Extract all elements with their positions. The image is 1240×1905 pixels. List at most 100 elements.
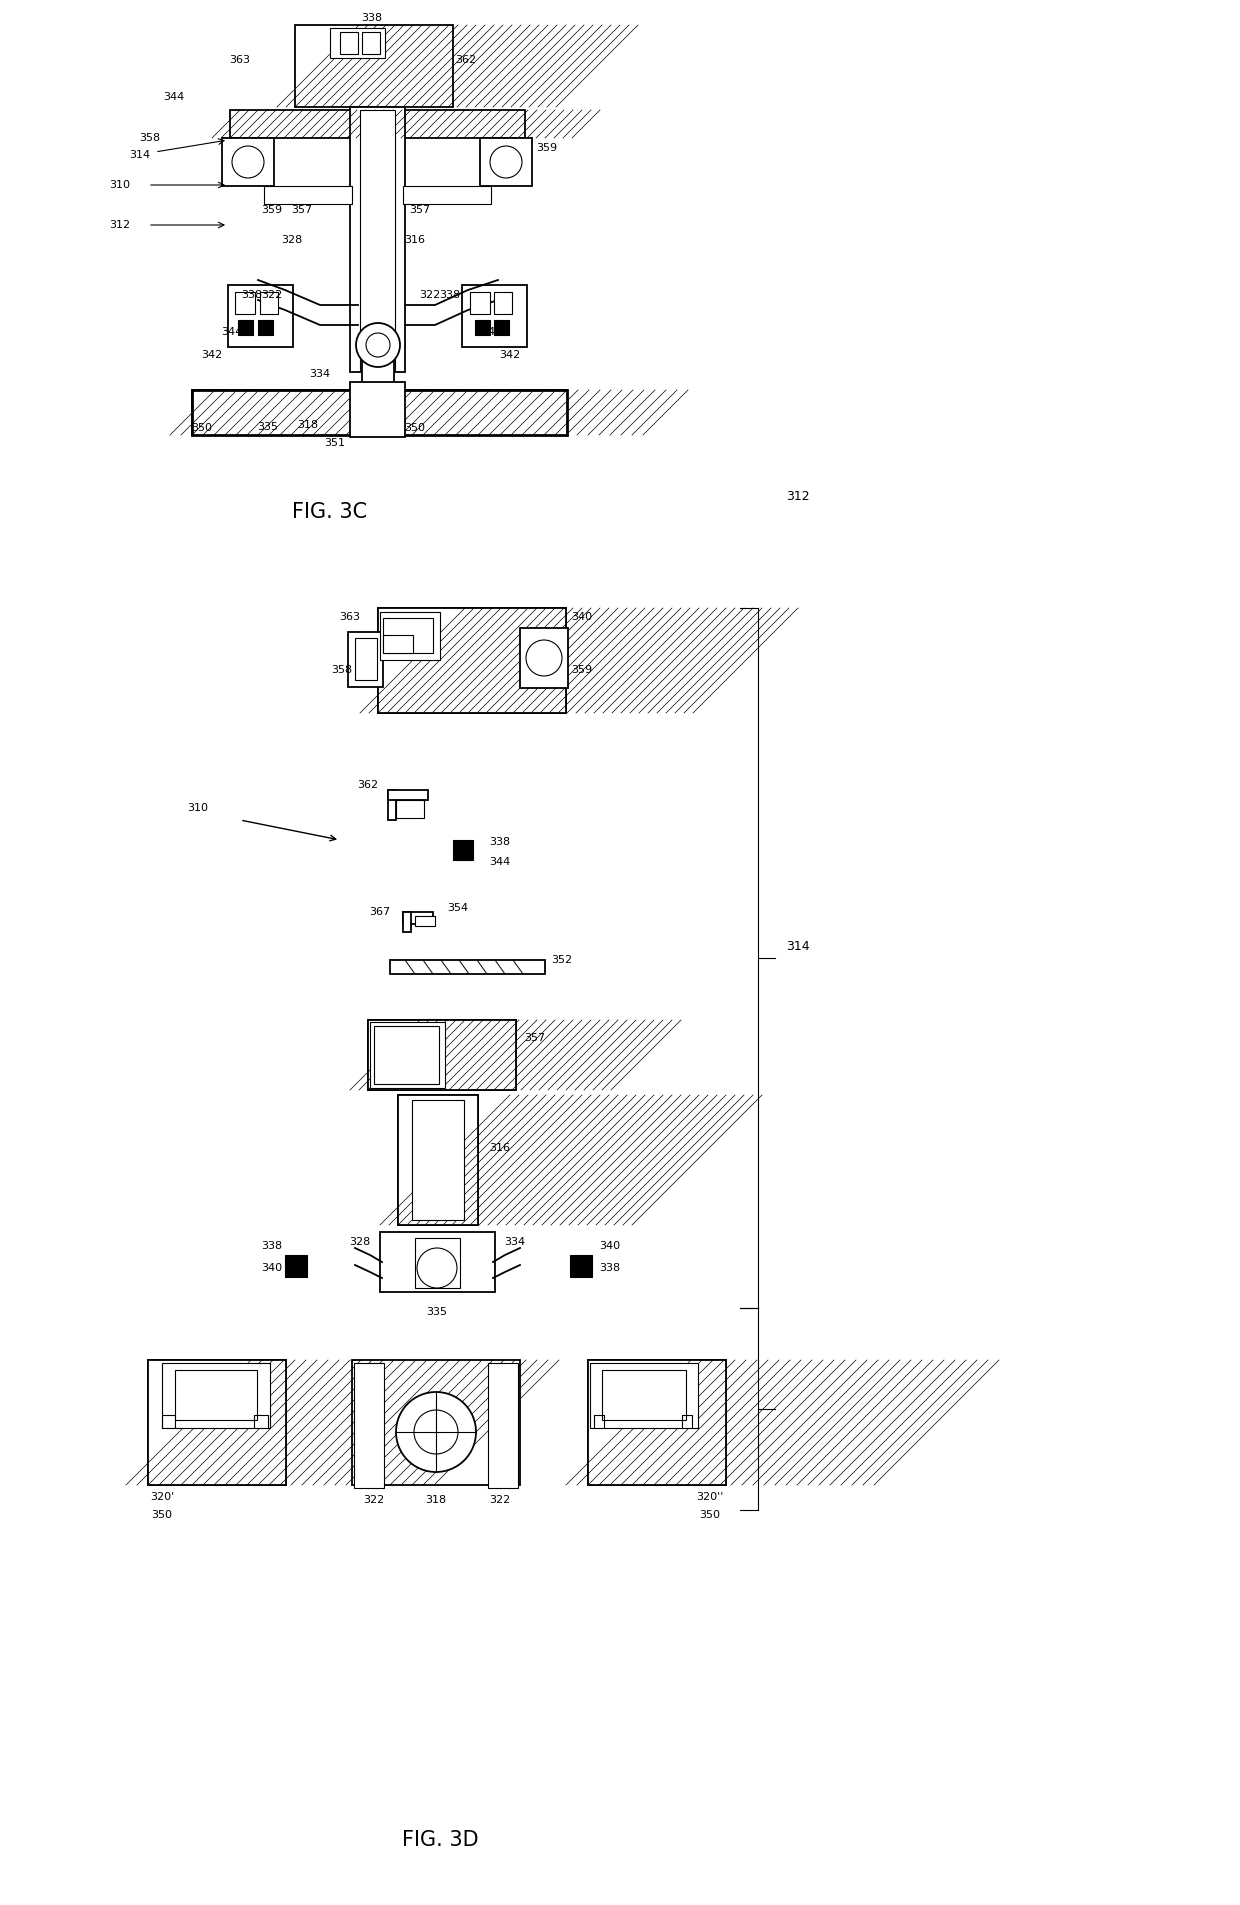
Text: 335: 335	[427, 1307, 448, 1316]
Bar	[379, 1233, 495, 1292]
Bar	[391, 960, 546, 973]
Text: 354: 354	[448, 903, 469, 912]
Bar	[388, 791, 428, 800]
Bar	[192, 391, 567, 434]
Text: 358: 358	[331, 665, 352, 674]
Text: 362: 362	[455, 55, 476, 65]
Text: 357: 357	[409, 206, 430, 215]
Text: 310: 310	[187, 804, 208, 813]
Text: 316: 316	[490, 1143, 511, 1153]
Bar	[398, 1095, 477, 1225]
Text: 350: 350	[404, 423, 425, 432]
Text: 318: 318	[425, 1495, 446, 1505]
Text: 367: 367	[370, 907, 391, 916]
Text: 363: 363	[340, 612, 361, 623]
Bar	[590, 1362, 698, 1429]
Text: 312: 312	[109, 219, 130, 231]
Bar	[229, 110, 525, 137]
Text: 344: 344	[164, 91, 185, 103]
Text: 334: 334	[505, 1236, 526, 1248]
Text: 316: 316	[404, 234, 425, 246]
Bar	[463, 286, 527, 347]
Bar	[192, 391, 567, 434]
Bar	[285, 1255, 308, 1276]
Text: 344: 344	[222, 328, 243, 337]
Text: 350: 350	[191, 423, 212, 432]
Bar	[415, 916, 435, 926]
Text: 351: 351	[325, 438, 346, 448]
Circle shape	[414, 1410, 458, 1454]
Text: 318: 318	[298, 419, 319, 431]
Bar	[470, 291, 490, 314]
Bar	[258, 320, 273, 335]
Bar	[379, 612, 440, 659]
Bar	[412, 1099, 464, 1219]
Text: 322: 322	[490, 1495, 511, 1505]
Bar	[398, 1095, 477, 1225]
Text: 328: 328	[281, 234, 303, 246]
Text: 350: 350	[699, 1511, 720, 1520]
Text: 338: 338	[439, 290, 460, 299]
Bar	[368, 1019, 516, 1090]
Bar	[162, 1362, 270, 1429]
Bar	[330, 29, 384, 57]
Bar	[489, 1362, 518, 1488]
Text: 322: 322	[419, 290, 440, 299]
Bar	[353, 1362, 384, 1488]
Bar	[340, 32, 358, 53]
Bar	[355, 638, 377, 680]
Circle shape	[366, 333, 391, 356]
Bar	[601, 1370, 686, 1419]
Bar	[228, 286, 293, 347]
Bar	[374, 1027, 439, 1084]
Bar	[264, 187, 352, 204]
Bar	[588, 1360, 725, 1486]
Text: 340: 340	[572, 612, 593, 623]
Text: 358: 358	[139, 133, 160, 143]
Bar	[570, 1255, 591, 1276]
Text: 362: 362	[357, 779, 378, 791]
Bar	[383, 634, 413, 653]
Bar	[352, 1360, 520, 1486]
Text: 359: 359	[537, 143, 558, 152]
Text: 342: 342	[500, 351, 521, 360]
Bar	[378, 608, 565, 712]
Bar	[148, 1360, 286, 1486]
Bar	[403, 187, 491, 204]
Bar	[415, 1238, 460, 1288]
Bar	[475, 320, 490, 335]
Text: 338: 338	[242, 290, 263, 299]
Text: 357: 357	[291, 206, 312, 215]
Text: 352: 352	[552, 954, 573, 966]
Bar	[360, 110, 396, 370]
Text: FIG. 3C: FIG. 3C	[293, 503, 367, 522]
Text: 328: 328	[350, 1236, 371, 1248]
Text: 342: 342	[201, 351, 223, 360]
Text: 359: 359	[572, 665, 593, 674]
Text: 350: 350	[151, 1511, 172, 1520]
Bar	[148, 1360, 286, 1486]
Text: 338: 338	[361, 13, 383, 23]
Text: 314: 314	[786, 941, 810, 954]
Text: 312: 312	[786, 490, 810, 503]
Circle shape	[232, 147, 264, 177]
Text: 322: 322	[262, 290, 283, 299]
Text: 338: 338	[599, 1263, 620, 1273]
Text: 338: 338	[490, 836, 511, 848]
Circle shape	[396, 1393, 476, 1473]
Bar	[348, 632, 383, 688]
Text: 322: 322	[363, 1495, 384, 1505]
Bar	[480, 137, 532, 187]
Text: 344: 344	[490, 857, 511, 867]
Text: 320'': 320''	[697, 1492, 724, 1501]
Bar	[295, 25, 453, 107]
Bar	[383, 617, 433, 653]
Bar	[494, 291, 512, 314]
Bar	[378, 608, 565, 712]
Text: 314: 314	[129, 150, 150, 160]
Bar	[588, 1360, 725, 1486]
Bar	[370, 1021, 445, 1088]
Bar	[368, 1019, 516, 1090]
Bar	[403, 912, 433, 924]
Text: 334: 334	[310, 370, 331, 379]
